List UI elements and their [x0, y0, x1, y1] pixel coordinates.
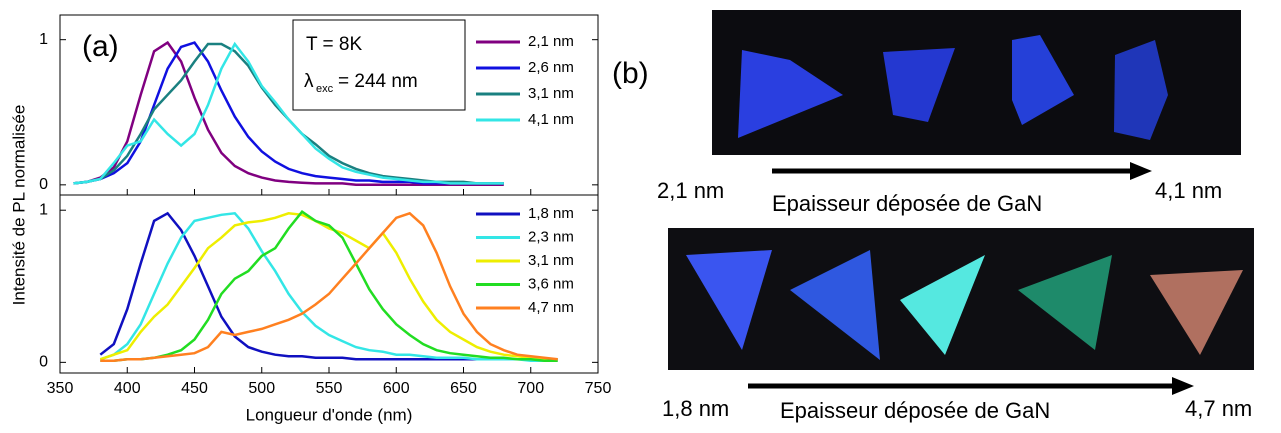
annotation-text: T = 8K: [306, 34, 362, 55]
thickness-start: 1,8 nm: [662, 396, 729, 421]
legend-label: 4,7 nm: [528, 299, 574, 316]
x-tick-label: 650: [450, 380, 477, 397]
caption: Epaisseur déposée de GaN: [780, 398, 1050, 423]
arrow-head: [1130, 162, 1152, 180]
line: [99, 211, 558, 361]
sample: [686, 250, 772, 350]
arrow-head: [1172, 377, 1194, 395]
annotation-subscript: exc: [316, 83, 334, 95]
sample: [1114, 40, 1168, 140]
thickness-start: 2,1 nm: [657, 178, 724, 203]
annotation-box: T = 8K λ exc = 244 nm: [292, 19, 466, 111]
x-axis-label: Longueur d'onde (nm): [246, 405, 413, 424]
sample: [883, 48, 955, 122]
legend-label: 2,1 nm: [528, 33, 574, 50]
annotation-frame: [292, 19, 466, 111]
sample: [1012, 35, 1074, 125]
x-tick-label: 400: [114, 380, 141, 397]
arrows: [748, 162, 1194, 395]
line: [100, 210, 558, 363]
photo-top: [712, 10, 1241, 155]
panel-label: (b): [612, 57, 649, 90]
line: [73, 41, 504, 185]
sample: [1150, 270, 1243, 355]
sample: [900, 255, 985, 355]
legend-label: 3,6 nm: [528, 275, 574, 292]
sample: [738, 50, 843, 138]
y-tick-label: 1: [39, 201, 48, 218]
line: [99, 212, 558, 361]
x-tick-label: 350: [47, 380, 74, 397]
thickness-end: 4,7 nm: [1185, 396, 1252, 421]
y-tick-label: 0: [39, 176, 48, 193]
y-tick-label: 1: [39, 31, 48, 48]
x-tick-label: 600: [383, 380, 410, 397]
y-axis-label: Intensité de PL normalisée: [9, 105, 28, 306]
line: [99, 211, 558, 363]
annotation-text: = 244 nm: [338, 71, 418, 92]
legend-label: 2,3 nm: [528, 228, 574, 245]
x-tick-label: 450: [181, 380, 208, 397]
legend-label: 3,1 nm: [528, 85, 574, 102]
legend-label: 1,8 nm: [528, 205, 574, 222]
x-tick-label: 500: [248, 380, 275, 397]
line: [73, 41, 504, 185]
line: [73, 40, 504, 187]
legend-label: 2,6 nm: [528, 59, 574, 76]
panel-label: (a): [82, 30, 119, 63]
caption: Epaisseur déposée de GaN: [772, 191, 1042, 216]
thickness-end: 4,1 nm: [1155, 178, 1222, 203]
x-tick-label: 550: [316, 380, 343, 397]
x-tick-label: 750: [585, 380, 612, 397]
sample: [1018, 255, 1112, 350]
photo-bottom: [668, 228, 1254, 370]
x-tick-label: 700: [517, 380, 544, 397]
y-tick-label: 0: [39, 354, 48, 371]
legend-label: 3,1 nm: [528, 252, 574, 269]
legend-label: 4,1 nm: [528, 111, 574, 128]
sample: [790, 250, 880, 360]
line: [100, 211, 558, 363]
annotation-symbol: λ: [304, 71, 314, 92]
